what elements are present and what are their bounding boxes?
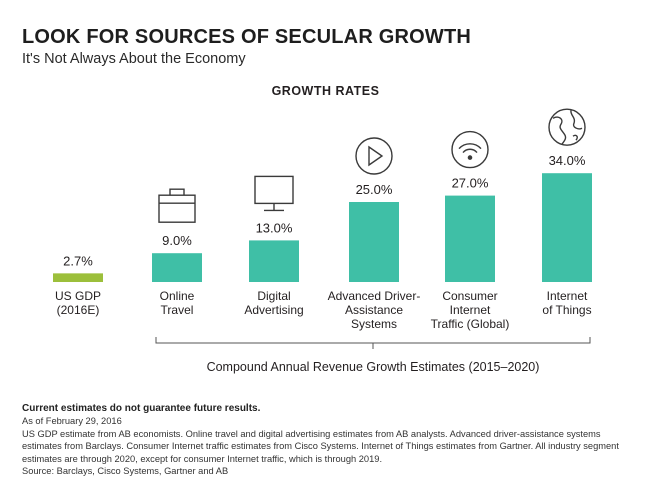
category-label: Internet xyxy=(450,303,491,317)
category-label: of Things xyxy=(542,303,591,317)
value-label: 9.0% xyxy=(162,233,192,248)
footnotes: Current estimates do not guarantee futur… xyxy=(22,403,632,477)
category-label: Traffic (Global) xyxy=(431,317,510,331)
play-button-icon xyxy=(355,137,393,175)
category-label: Advertising xyxy=(244,303,303,317)
category-label: Online xyxy=(160,289,195,303)
category-label: US GDP xyxy=(55,289,101,303)
as-of-date: As of February 29, 2016 xyxy=(22,416,122,427)
bar xyxy=(349,202,399,282)
category-label: (2016E) xyxy=(57,303,100,317)
value-label: 27.0% xyxy=(452,176,489,191)
category-label: Advanced Driver- xyxy=(328,289,421,303)
suitcase-icon xyxy=(158,188,196,223)
source: Source: Barclays, Cisco Systems, Gartner… xyxy=(22,466,229,477)
value-label: 2.7% xyxy=(63,253,93,268)
disclaimer: Current estimates do not guarantee futur… xyxy=(22,403,261,414)
bar xyxy=(249,240,299,282)
category-label: Consumer xyxy=(442,289,497,303)
category-label: Travel xyxy=(161,303,194,317)
value-label: 13.0% xyxy=(256,220,293,235)
value-label: 34.0% xyxy=(549,153,586,168)
chart-subtitle: It's Not Always About the Economy xyxy=(22,51,246,67)
bar xyxy=(53,273,103,282)
value-label: 25.0% xyxy=(356,182,393,197)
bar xyxy=(542,173,592,282)
category-label: Assistance xyxy=(345,303,403,317)
bar xyxy=(445,195,495,282)
chart-title: LOOK FOR SOURCES OF SECULAR GROWTH xyxy=(22,26,472,48)
bar xyxy=(152,253,202,282)
wifi-icon xyxy=(451,130,489,169)
category-label: Digital xyxy=(257,289,290,303)
category-label: Systems xyxy=(351,317,397,331)
bracket xyxy=(155,337,591,349)
bracket-label: Compound Annual Revenue Growth Estimates… xyxy=(207,360,540,374)
globe-icon xyxy=(548,108,586,146)
category-label: Internet xyxy=(547,289,588,303)
chart-heading: GROWTH RATES xyxy=(271,84,380,98)
monitor-icon xyxy=(254,175,294,212)
notes: US GDP estimate from AB economists. Onli… xyxy=(22,428,619,464)
